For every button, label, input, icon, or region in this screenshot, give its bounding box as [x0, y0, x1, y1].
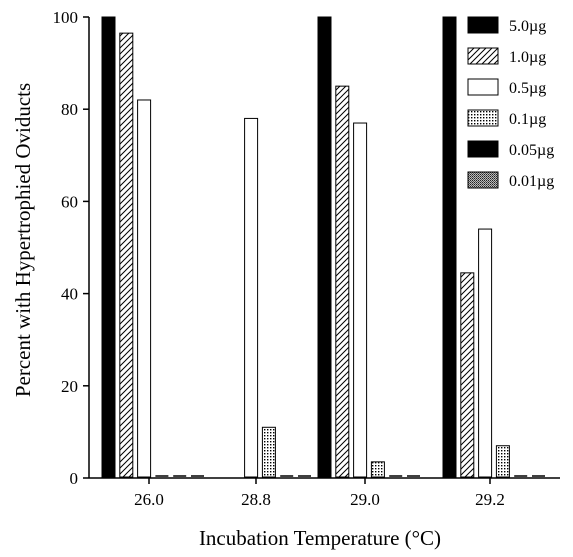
legend: 5.0µg 1.0µg 0.5µg 0.1µg 0.05µg 0.01µg [467, 16, 554, 190]
x-tick-label: 29.2 [475, 490, 505, 509]
legend-label: 0.01µg [509, 173, 554, 190]
bar [442, 16, 457, 478]
x-axis-title: Incubation Temperature (°C) [199, 526, 441, 550]
x-tick-label: 28.8 [241, 490, 271, 509]
x-axis-ticks: 26.0 28.8 29.0 29.2 [134, 478, 505, 509]
bar [335, 85, 350, 478]
y-tick-label: 80 [61, 100, 78, 119]
y-tick-label: 20 [61, 377, 78, 396]
bars [101, 16, 545, 478]
legend-swatch [467, 78, 499, 96]
x-axis: 26.0 28.8 29.0 29.2 [89, 477, 560, 509]
bar [495, 445, 510, 478]
y-axis-ticks: 0 20 40 60 80 100 [53, 8, 89, 488]
y-tick-label: 60 [61, 192, 78, 211]
legend-label: 0.05µg [509, 142, 554, 159]
legend-swatch [467, 140, 499, 158]
y-axis: 0 20 40 60 80 100 [53, 8, 90, 488]
legend-label: 0.5µg [509, 80, 546, 97]
legend-label: 0.1µg [509, 111, 546, 128]
y-tick-label: 100 [53, 8, 79, 27]
y-axis-title: Percent with Hypertrophied Oviducts [11, 83, 35, 397]
legend-label: 1.0µg [509, 49, 546, 66]
bar [317, 16, 332, 478]
legend-swatch [467, 171, 499, 189]
bar [137, 99, 152, 478]
legend-swatch [467, 109, 499, 127]
legend-swatch [467, 16, 499, 34]
bar [460, 272, 475, 478]
bar [119, 32, 134, 478]
x-tick-label: 29.0 [350, 490, 380, 509]
legend-label: 5.0µg [509, 18, 546, 35]
bar [353, 122, 368, 478]
bar [244, 117, 259, 478]
bar [261, 426, 276, 478]
x-tick-label: 26.0 [134, 490, 164, 509]
bar [370, 461, 385, 478]
y-tick-label: 40 [61, 285, 78, 304]
y-tick-label: 0 [70, 469, 79, 488]
bar [478, 228, 493, 478]
bar [101, 16, 116, 478]
legend-swatch [467, 47, 499, 65]
